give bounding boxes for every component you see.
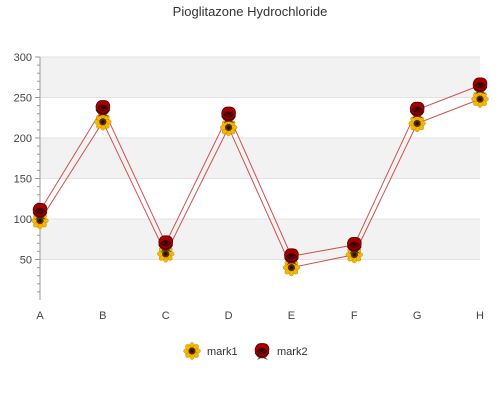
x-tick-label: D <box>225 310 233 322</box>
x-tick-label: F <box>351 310 358 322</box>
x-tick-label: A <box>36 310 44 322</box>
legend-label-mark2: mark2 <box>277 346 308 358</box>
grid-band <box>40 138 480 179</box>
data-point-mark1-H[interactable] <box>471 90 489 109</box>
plot-background <box>40 57 480 260</box>
data-point-mark2-B[interactable] <box>95 99 111 118</box>
chart-title: Pioglitazone Hydrochloride <box>172 4 328 19</box>
x-tick-label: H <box>476 310 484 322</box>
x-tick-label: B <box>99 310 106 322</box>
data-point-mark2-G[interactable] <box>409 101 425 120</box>
y-tick-label: 50 <box>20 255 32 267</box>
y-tick-label: 200 <box>14 133 32 145</box>
red-rose-icon <box>254 342 270 361</box>
data-point-mark1-B[interactable] <box>93 112 112 131</box>
x-tick-label: G <box>413 310 422 322</box>
grid-lines <box>40 56 480 260</box>
y-tick-label: 150 <box>14 174 32 186</box>
data-point-mark1-G[interactable] <box>408 114 427 133</box>
x-tick-label: C <box>162 310 170 322</box>
grid-band <box>40 219 480 260</box>
x-tick-label: E <box>288 310 295 322</box>
y-tick-label: 250 <box>14 93 32 105</box>
series-line-mark1 <box>39 98 481 269</box>
sunflower-icon <box>183 342 201 360</box>
series-line-mark2 <box>39 84 481 257</box>
axes: 50 100 150 200 250 300 A B C D E F G H <box>14 52 484 322</box>
series-lines <box>39 84 481 269</box>
grid-band <box>40 57 480 98</box>
y-tick-label: 300 <box>14 52 32 64</box>
legend-label-mark1: mark1 <box>207 346 238 358</box>
legend: mark1 mark2 <box>183 342 308 361</box>
y-tick-label: 100 <box>14 214 32 226</box>
